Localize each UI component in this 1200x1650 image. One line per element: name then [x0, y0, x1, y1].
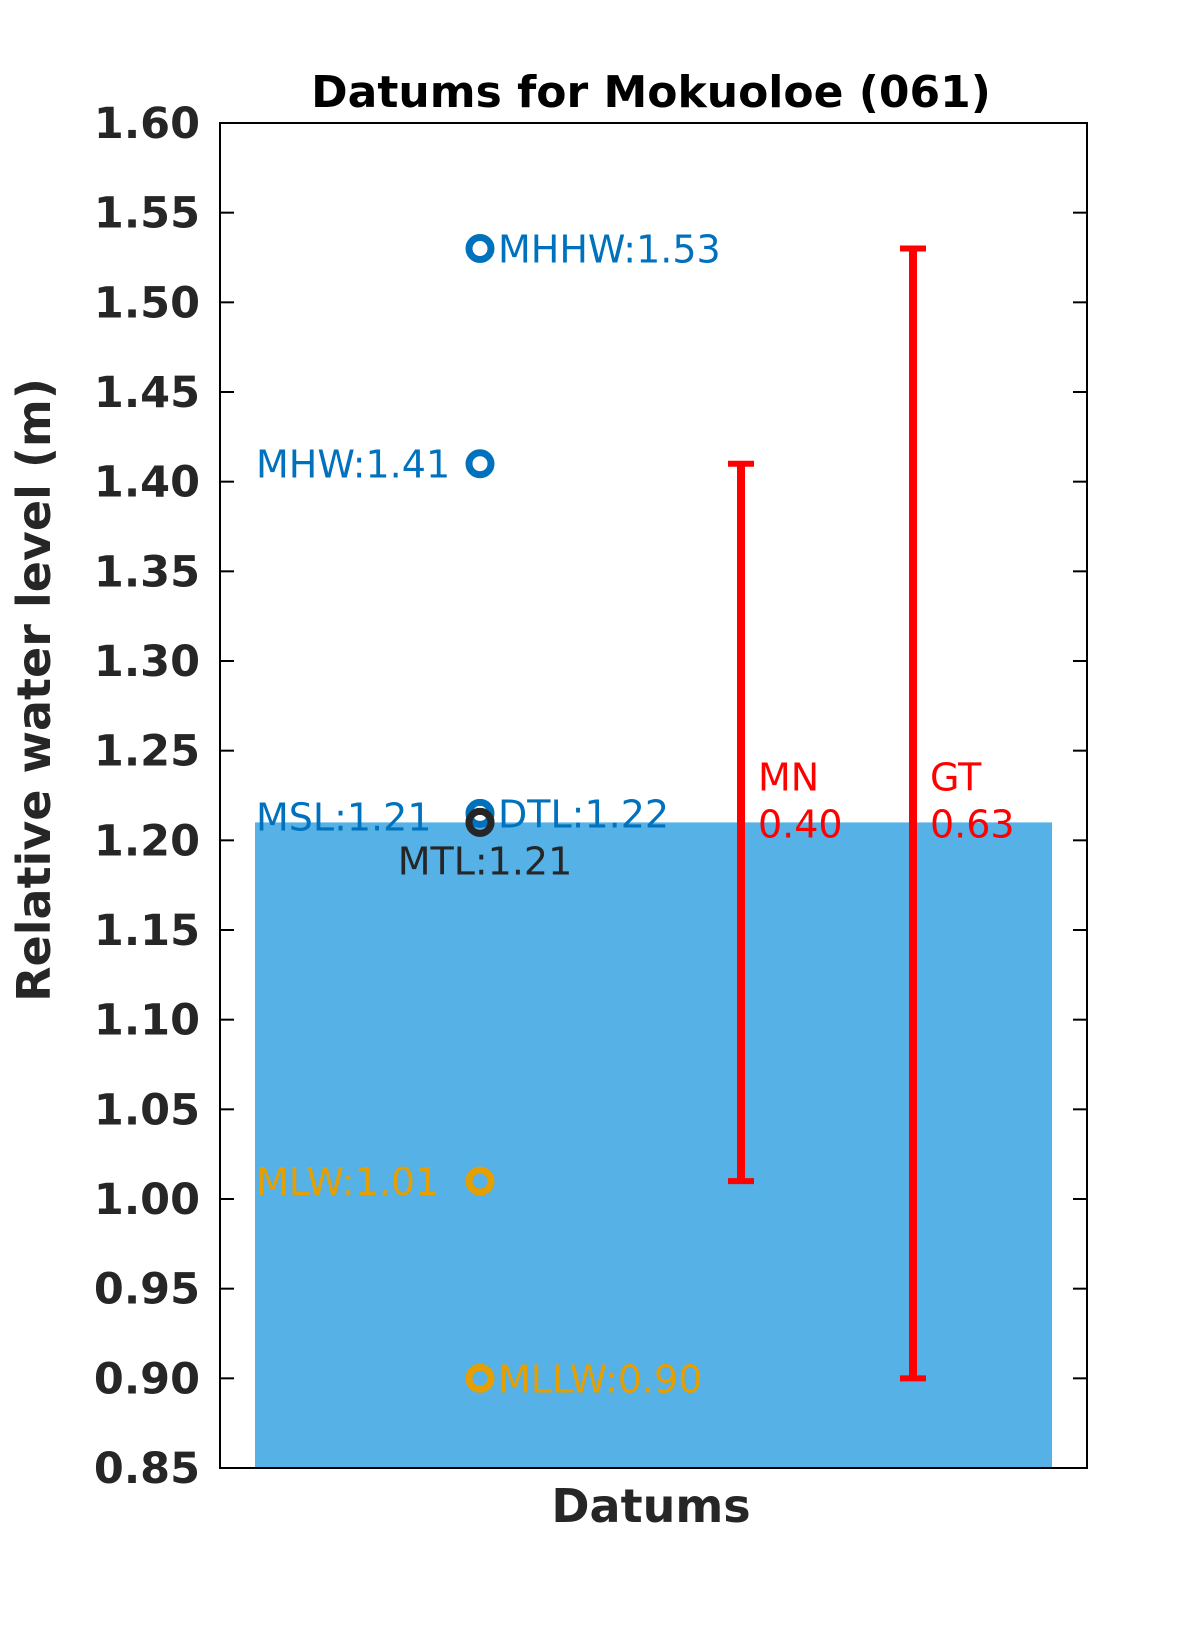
- y-tick-label: 1.00: [94, 1175, 200, 1225]
- range-value-gt: 0.63: [930, 802, 1015, 846]
- datum-marker-mllw: [465, 1363, 495, 1393]
- y-tick-label: 1.45: [94, 368, 200, 418]
- y-tick-label: 1.05: [94, 1085, 200, 1135]
- y-tick-label: 1.60: [94, 99, 200, 149]
- y-tick-label: 0.95: [94, 1265, 200, 1315]
- y-axis-label: Relative water level (m): [7, 378, 61, 1002]
- y-tick-label: 1.25: [94, 727, 200, 777]
- datum-label-mhhw: MHHW:1.53: [498, 228, 721, 272]
- y-tick-label: 0.90: [94, 1354, 200, 1404]
- y-tick-label: 1.55: [94, 189, 200, 239]
- y-tick-label: 1.15: [94, 906, 200, 956]
- y-tick-label: 1.10: [94, 996, 200, 1046]
- chart-title: Datums for Mokuoloe (061): [311, 67, 991, 118]
- y-tick-label: 0.85: [94, 1444, 200, 1494]
- datum-label-mhw: MHW:1.41: [256, 443, 450, 487]
- y-tick-label: 1.20: [94, 816, 200, 866]
- datum-marker-mtl: [465, 807, 495, 837]
- range-value-mn: 0.40: [758, 802, 843, 846]
- datum-label-mlw: MLW:1.01: [256, 1160, 439, 1204]
- datum-label-mtl: MTL:1.21: [398, 839, 573, 883]
- datum-marker-mhw: [465, 449, 495, 479]
- y-tick-label: 1.50: [94, 278, 200, 328]
- datum-label-mllw: MLLW:0.90: [498, 1357, 702, 1401]
- y-tick-label: 1.30: [94, 637, 200, 687]
- datum-label-dtl: DTL:1.22: [498, 792, 669, 836]
- x-axis-label: Datums: [551, 1479, 750, 1533]
- datum-marker-mlw: [465, 1166, 495, 1196]
- plot-area: 0.85 0.90 0.95 1.00 1.05 1.10 1.15 1.20 1.25 1.30…: [94, 99, 1088, 1494]
- y-tick-label: 1.35: [94, 547, 200, 597]
- datum-marker-mhhw: [465, 234, 495, 264]
- range-name-mn: MN: [758, 755, 819, 799]
- y-tick-label: 1.40: [94, 458, 200, 508]
- datum-label-msl: MSL:1.21: [256, 795, 432, 839]
- background-level-bar: [255, 822, 1052, 1468]
- range-name-gt: GT: [930, 755, 982, 799]
- axes-box: [219, 122, 1088, 1469]
